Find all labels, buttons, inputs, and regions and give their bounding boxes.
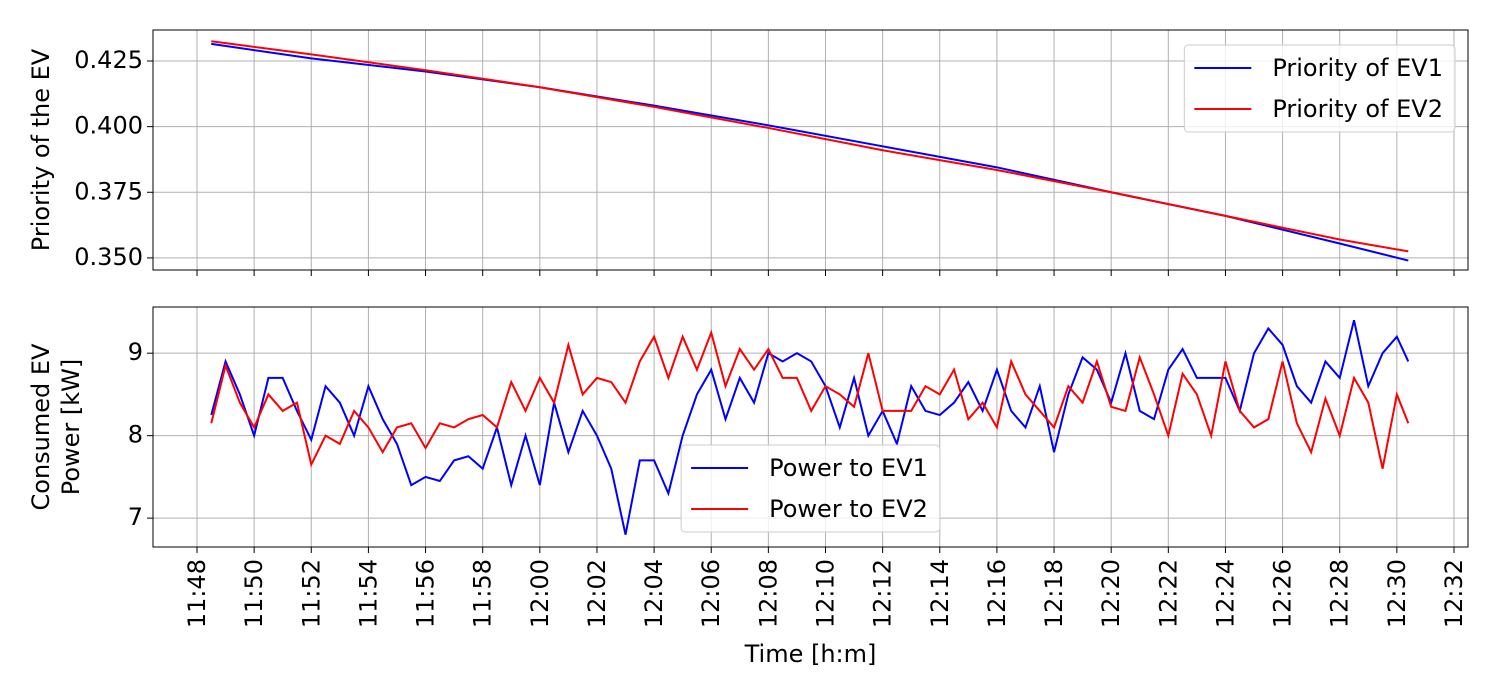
x-tick-label: 11:52: [297, 559, 325, 628]
plot-area: [211, 40, 1409, 262]
legend-label: Power to EV1: [769, 454, 928, 482]
x-tick-label: 12:04: [640, 559, 668, 628]
subplot: 0.350 0.375 0.400 0.425 Priority of the EV Pr…: [27, 29, 1469, 276]
y-tick-label: 0.400: [74, 112, 143, 140]
x-tick-label: 12:32: [1440, 559, 1468, 628]
legend-label: Priority of EV2: [1272, 95, 1443, 123]
x-tick-label: 11:54: [354, 559, 382, 628]
axes-frame: [152, 29, 1469, 271]
x-tick-label: 12:20: [1097, 559, 1125, 628]
x-tick-label: 12:00: [526, 559, 554, 628]
series-line: [210, 329, 1410, 469]
x-tick-label: 11:50: [240, 559, 268, 628]
x-axis-label: Time [h:m]: [744, 640, 877, 668]
y-tick-label: 9: [128, 338, 143, 366]
x-tick-label: 11:58: [469, 559, 497, 628]
y-tick-label: 0.375: [74, 177, 143, 205]
legend-label: Power to EV2: [769, 495, 928, 523]
y-tick-label: 0.425: [74, 46, 143, 74]
legend: Priority of EV1 Priority of EV2: [1183, 44, 1456, 133]
x-tick-label: 12:12: [869, 559, 897, 628]
y-axis-label: Priority of the EV: [27, 48, 55, 251]
x-tick-label: 12:28: [1326, 559, 1354, 628]
x-tick-label: 12:10: [811, 559, 839, 628]
series-line: [210, 319, 1410, 535]
y-tick-label: 8: [128, 421, 143, 449]
y-axis-label: Consumed EV: [27, 343, 55, 511]
x-tick-label: 12:30: [1383, 559, 1411, 628]
x-tick-label: 12:24: [1211, 559, 1239, 628]
x-tick-label: 12:08: [754, 559, 782, 628]
x-tick-label: 12:26: [1269, 559, 1297, 628]
subplot: 11:48 11:50 11:52 11:54 11:56 11:58 12:00 12:02…: [27, 306, 1469, 668]
legend-box: [680, 444, 941, 533]
x-tick-label: 12:02: [583, 559, 611, 628]
x-tick-label: 12:06: [697, 559, 725, 628]
y-axis-label: Power [kW]: [57, 359, 85, 496]
x-tick-label: 12:22: [1154, 559, 1182, 628]
legend: Power to EV1 Power to EV2: [680, 444, 941, 533]
x-tick-label: 12:18: [1040, 559, 1068, 628]
x-tick-label: 11:56: [412, 559, 440, 628]
y-tick-label: 7: [128, 503, 143, 531]
legend-box: [1183, 44, 1456, 133]
y-tick-label: 0.350: [74, 243, 143, 271]
x-tick-label: 12:14: [926, 559, 954, 628]
axes-frame: [152, 306, 1469, 548]
x-tick-label: 12:16: [983, 559, 1011, 628]
series-line: [211, 40, 1409, 253]
x-tick-label: 11:48: [183, 559, 211, 628]
legend-label: Priority of EV1: [1272, 54, 1443, 82]
plot-area: [210, 319, 1410, 535]
